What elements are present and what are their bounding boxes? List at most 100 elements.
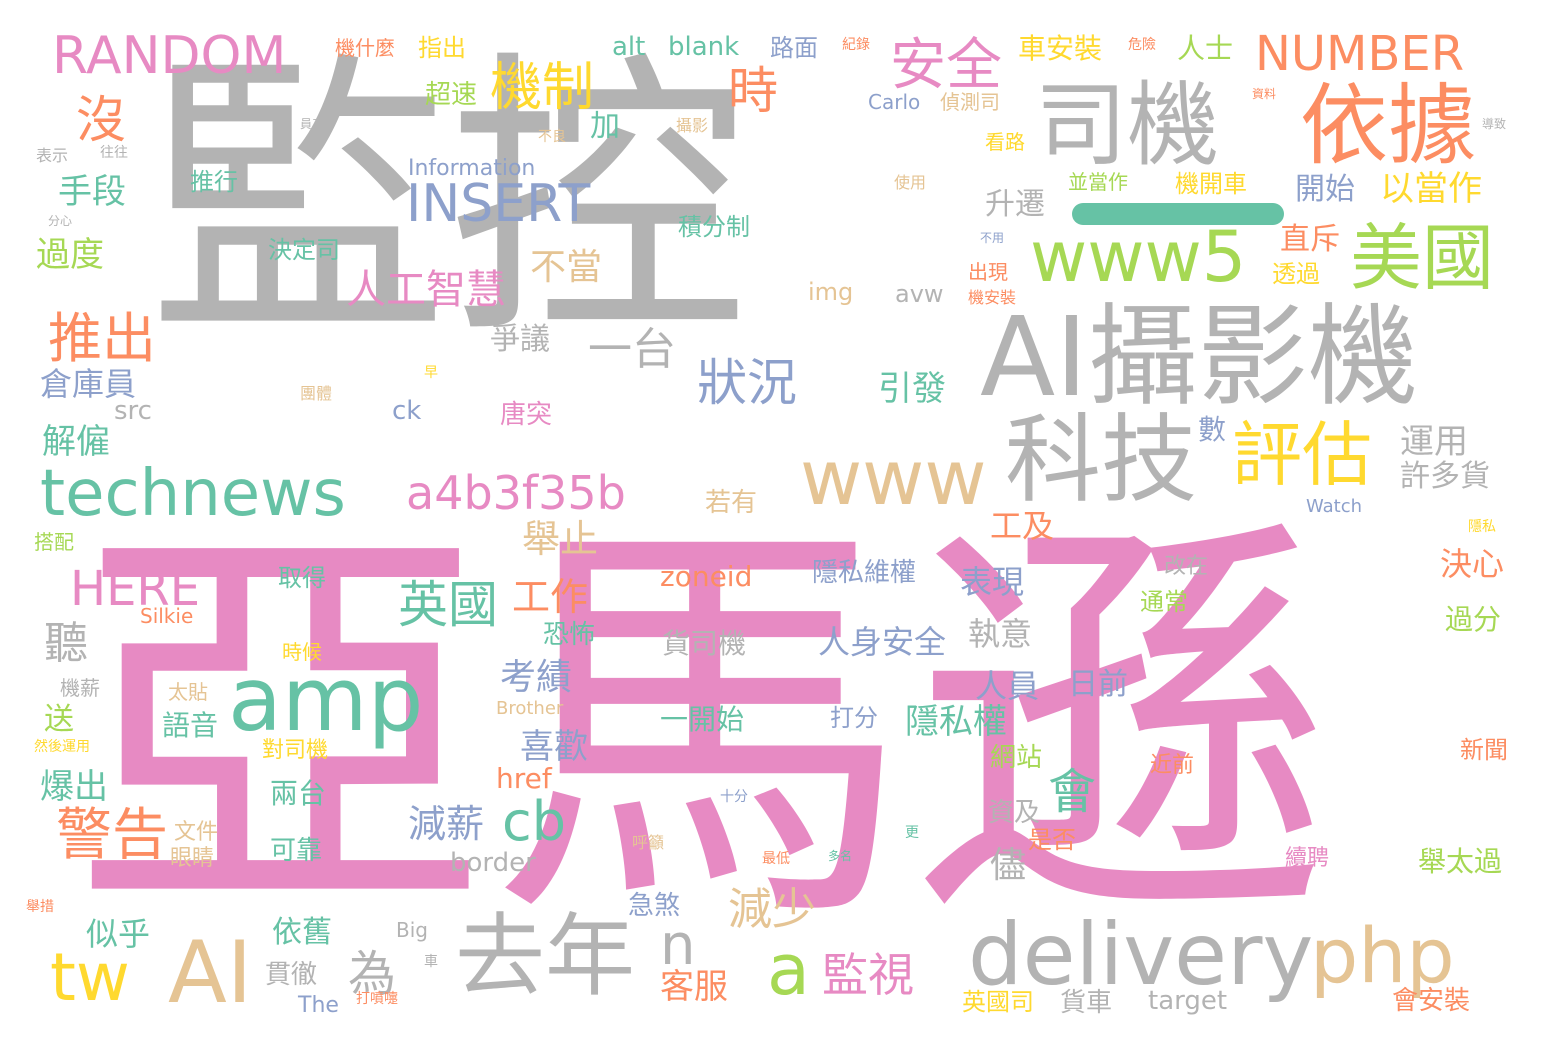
word-jiegu: 解僱 [42,422,110,462]
word-php: php [1310,911,1455,1000]
word-jucuo: 舉措 [26,899,54,915]
word-jiankong: 監控 [148,27,748,376]
word-sihu: 似乎 [86,915,151,953]
word-baochu: 爆出 [40,767,108,807]
word-kaoji: 考績 [500,657,573,698]
word-zhichi: 直斥 [1280,222,1340,257]
word-anquan: 安全 [890,33,1002,98]
word-wangzhan: 網站 [990,743,1043,773]
word-xihuan: 喜歡 [520,727,588,767]
word-yitai: 一台 [588,324,676,375]
word-jixin: 機薪 [60,676,100,700]
word-jisha: 急煞 [628,891,681,921]
word-brother: Brother [496,698,564,719]
word-ting: 聽 [44,618,88,669]
word-hui: 會 [1048,764,1097,820]
word-gaizai: 改在 [1164,554,1209,579]
word-information: Information [408,156,536,181]
word-yingguosi: 英國司 [962,988,1034,1016]
word-pinggu: 評估 [1232,414,1372,496]
word-zuidi: 最低 [762,851,790,867]
word-href: href [496,762,552,795]
word-bingdangzuo: 並當作 [1068,170,1128,194]
word-yinsiquan: 隱私權 [905,702,1007,742]
word-buliang: 不良 [538,129,566,145]
word-renshi: 人士 [1177,32,1234,65]
word-cheanzhuang: 車安裝 [1018,32,1103,65]
word-juedingsi: 決定司 [268,236,340,264]
word-tuixing: 推行 [190,168,238,196]
word-jishenme: 機什麼 [335,36,395,60]
word-song: 送 [44,702,74,737]
word-ruoyou: 若有 [705,488,758,518]
word-geng: 更 [905,825,919,841]
word-huosiji: 貨司機 [662,627,747,660]
word-jianshi: 監視 [822,948,914,1002]
word-sheying: 攝影 [676,116,709,135]
word-juexin: 決心 [1440,545,1505,583]
word-jia: 加 [590,109,620,144]
word-border: border [450,848,536,878]
word-kefu: 客服 [660,967,728,1007]
word-jin: 儘 [990,845,1027,886]
word-www: www [800,433,987,522]
word-carlo: Carlo [868,90,921,114]
word-ziji: 資及 [988,798,1041,828]
word-taitie: 太貼 [168,680,208,704]
word-jianxin: 減薪 [408,802,485,846]
word-mei: 沒 [76,91,126,149]
word-renshenanquan: 人身安全 [818,623,947,661]
word-jilu: 紀錄 [842,37,870,53]
word-chuxian: 出現 [968,260,1008,284]
word-yunyong: 運用 [1400,422,1468,462]
word-huoche: 貨車 [1060,988,1113,1018]
word-riqian: 日前 [1068,667,1128,702]
word-alt: alt [612,32,646,62]
word-technews: technews [40,457,346,531]
green-dash-glyph [1072,203,1284,225]
word-shengqian: 升遷 [985,187,1045,222]
word-kekao: 可靠 [270,836,323,866]
word-yanjing: 眼睛 [170,846,215,871]
word-big: Big [396,918,428,942]
word-cangkuyuan: 倉庫員 [40,365,137,403]
word-the: The [298,993,339,1018]
word-liangtai: 兩台 [270,777,327,810]
word-biaoshi: 表示 [36,146,69,165]
word-shu: 數 [1198,413,1227,446]
word-lumian: 路面 [770,34,818,62]
word-zhichu: 指出 [418,34,466,62]
word-number: NUMBER [1255,26,1465,82]
word-huyu: 呼籲 [632,833,665,852]
word-weixian: 危險 [1128,37,1156,53]
word-dafen: 打分 [830,704,878,732]
word-gongzuo: 工作 [512,575,589,619]
word-shihou: 時候 [282,640,322,664]
word-src: src [114,396,152,426]
word-chaosu: 超速 [425,80,478,110]
word-watch: Watch [1306,496,1363,517]
word-shi: 時 [728,62,778,120]
word-yingguo: 英國 [398,576,498,634]
word-dapei: 搭配 [34,530,74,554]
word-wenjian: 文件 [174,820,219,845]
word-zhuangkuang: 狀況 [697,354,797,412]
word-xinwen: 新聞 [1460,736,1508,764]
word-zoneid: zoneid [660,560,753,593]
word-kanlu: 看路 [985,130,1025,154]
word-a4b3f35b: a4b3f35b [406,466,626,520]
word-yiju: 依據 [1300,74,1477,177]
word-xuduohuo: 許多貨 [1400,459,1490,494]
word-daozhi: 導致 [1482,117,1507,131]
word-meiguo: 美國 [1350,216,1495,300]
word-ai-camera: AI攝影機 [980,293,1418,421]
word-guodu: 過度 [36,235,104,275]
word-avw: avw [895,280,944,308]
word-dapenti: 打噴嚏 [356,991,398,1007]
word-n: n [660,913,696,978]
word-gongji: 工及 [990,507,1055,545]
word-target: target [1148,986,1228,1016]
word-img: img [808,278,854,306]
word-zao: 早 [424,365,438,381]
word-qude: 取得 [278,564,326,592]
